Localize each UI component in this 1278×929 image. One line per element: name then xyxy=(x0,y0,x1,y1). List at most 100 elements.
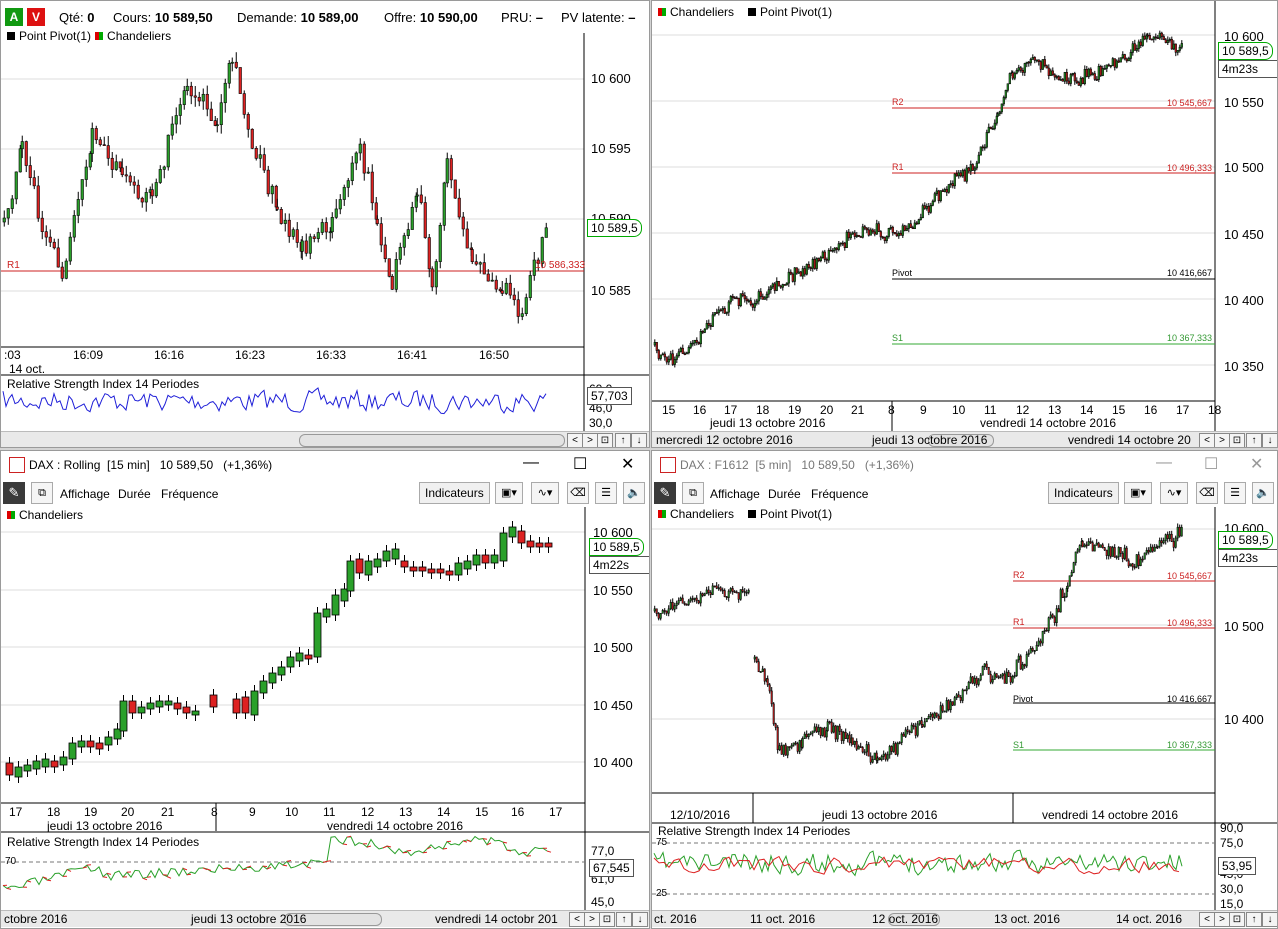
indicators-button[interactable]: Indicateurs xyxy=(419,482,490,504)
scroll-down-button[interactable]: ↓ xyxy=(631,433,647,447)
candle-body xyxy=(481,554,490,564)
maximize-icon[interactable]: ☐ xyxy=(573,456,588,473)
eraser-icon[interactable]: ⌫ xyxy=(1196,482,1218,504)
line-style-icon[interactable]: ∿▾ xyxy=(531,482,559,504)
chart-type-icon[interactable]: ▣▾ xyxy=(495,482,523,504)
rolling-candles[interactable] xyxy=(1,451,650,929)
daily-pivot-chart-panel[interactable]: Chandeliers Point Pivot(1) 10 600 10 550… xyxy=(651,0,1278,448)
candle-body xyxy=(753,303,756,308)
candle-body xyxy=(843,242,846,248)
scroll-down-button[interactable]: ↓ xyxy=(1262,912,1277,927)
scroll-thumb[interactable] xyxy=(299,434,565,447)
candle-body xyxy=(769,286,772,291)
zoom-fit-button[interactable]: ⊡ xyxy=(1229,433,1245,447)
scroll-right-button[interactable]: > xyxy=(584,912,600,927)
candle-body xyxy=(848,734,851,744)
candle-body xyxy=(965,688,968,691)
scroll-up-button[interactable]: ↑ xyxy=(616,912,632,927)
scroll-up-button[interactable]: ↑ xyxy=(615,433,631,447)
candle-body xyxy=(821,727,824,736)
scroll-up-button[interactable]: ↑ xyxy=(1246,912,1262,927)
menu-duree[interactable]: Durée xyxy=(118,487,151,501)
candle-body xyxy=(834,725,837,740)
menu-frequence[interactable]: Fréquence xyxy=(811,487,869,501)
candle-body xyxy=(490,279,494,282)
window-title-bar[interactable]: DAX : Rolling [15 min] 10 589,50 (+1,36%… xyxy=(1,451,649,479)
dax-f1612-window[interactable]: DAX : F1612 [5 min] 10 589,50 (+1,36%) —… xyxy=(651,450,1278,929)
scroll-right-button[interactable]: > xyxy=(1214,912,1230,927)
horizontal-scrollbar[interactable]: mercredi 12 octobre 2016 jeudi 13 octobr… xyxy=(652,431,1277,447)
menu-affichage[interactable]: Affichage xyxy=(710,487,760,501)
scroll-up-button[interactable]: ↑ xyxy=(1246,433,1262,447)
pivot-legend-swatch xyxy=(7,32,15,40)
scroll-thumb[interactable] xyxy=(284,913,382,926)
link-icon[interactable]: ⧉ xyxy=(682,482,704,504)
candle-body xyxy=(747,590,750,593)
candle-body xyxy=(338,199,342,210)
candle-body xyxy=(835,247,838,250)
zoom-fit-button[interactable]: ⊡ xyxy=(599,912,615,927)
window-title-bar[interactable]: DAX : F1612 [5 min] 10 589,50 (+1,36%) —… xyxy=(652,451,1277,479)
candle-body xyxy=(300,240,304,252)
candle-body xyxy=(791,273,794,282)
intraday-chart-panel[interactable]: A V Qté: 0 Cours: 10 589,50 Demande: 10 … xyxy=(0,0,650,448)
menu-frequence[interactable]: Fréquence xyxy=(161,487,219,501)
candle-body xyxy=(322,608,331,618)
x-tick: 17 xyxy=(9,805,23,819)
futures-candles[interactable] xyxy=(652,451,1278,929)
sound-icon[interactable]: 🔈 xyxy=(623,482,645,504)
candle-body xyxy=(745,298,748,302)
scroll-right-button[interactable]: > xyxy=(1214,433,1230,447)
candle-body xyxy=(929,713,932,717)
intraday-candles[interactable] xyxy=(1,1,650,448)
scroll-down-button[interactable]: ↓ xyxy=(1262,433,1277,447)
candle-body xyxy=(1053,616,1056,624)
zoom-fit-button[interactable]: ⊡ xyxy=(1229,912,1245,927)
sell-button[interactable]: V xyxy=(27,8,45,26)
scroll-thumb[interactable] xyxy=(888,913,940,926)
candle-body xyxy=(917,219,920,225)
menu-duree[interactable]: Durée xyxy=(768,487,801,501)
horizontal-scrollbar[interactable]: ctobre 2016 jeudi 13 octobre 2016 vendre… xyxy=(1,910,649,927)
palette-icon[interactable]: ☰ xyxy=(595,482,617,504)
candle-body xyxy=(86,740,95,748)
pencil-icon[interactable]: ✎ xyxy=(3,482,25,504)
link-icon[interactable]: ⧉ xyxy=(31,482,53,504)
line-style-icon[interactable]: ∿▾ xyxy=(1160,482,1188,504)
candle-body xyxy=(346,180,350,188)
eraser-icon[interactable]: ⌫ xyxy=(567,482,589,504)
minimize-icon[interactable]: — xyxy=(523,454,539,471)
zoom-fit-button[interactable]: ⊡ xyxy=(597,433,613,447)
close-icon[interactable]: ✕ xyxy=(621,456,635,473)
scroll-left-button[interactable]: < xyxy=(1199,433,1215,447)
candle-body xyxy=(781,284,784,288)
candle-body xyxy=(679,597,682,601)
scroll-right-button[interactable]: > xyxy=(582,433,598,447)
horizontal-scrollbar[interactable]: ct. 2016 11 oct. 2016 12 oct. 2016 13 oc… xyxy=(652,910,1277,927)
candle-body xyxy=(1071,73,1074,75)
minimize-icon[interactable]: — xyxy=(1156,454,1172,471)
chart-type-icon[interactable]: ▣▾ xyxy=(1124,482,1152,504)
menu-affichage[interactable]: Affichage xyxy=(60,487,110,501)
scroll-left-button[interactable]: < xyxy=(569,912,585,927)
maximize-icon[interactable]: ☐ xyxy=(1204,456,1219,473)
indicators-button[interactable]: Indicateurs xyxy=(1048,482,1119,504)
scroll-thumb[interactable] xyxy=(928,434,994,447)
x-tick: 8 xyxy=(888,403,895,417)
scroll-down-button[interactable]: ↓ xyxy=(632,912,648,927)
close-icon[interactable]: ✕ xyxy=(1250,456,1264,473)
horizontal-scrollbar[interactable]: < > ⊡ ↑ ↓ xyxy=(1,431,649,447)
candle-body xyxy=(1043,59,1046,67)
scroll-left-button[interactable]: < xyxy=(1199,912,1215,927)
candle-body xyxy=(665,610,668,614)
x-tick: 20 xyxy=(121,805,135,819)
dax-rolling-window[interactable]: DAX : Rolling [15 min] 10 589,50 (+1,36%… xyxy=(0,450,650,929)
candle-body xyxy=(685,604,688,606)
scroll-left-button[interactable]: < xyxy=(567,433,583,447)
candle-body xyxy=(731,296,734,298)
sound-icon[interactable]: 🔈 xyxy=(1252,482,1274,504)
palette-icon[interactable]: ☰ xyxy=(1224,482,1246,504)
buy-button[interactable]: A xyxy=(5,8,23,26)
pencil-icon[interactable]: ✎ xyxy=(654,482,676,504)
daily-candles[interactable] xyxy=(652,1,1278,448)
